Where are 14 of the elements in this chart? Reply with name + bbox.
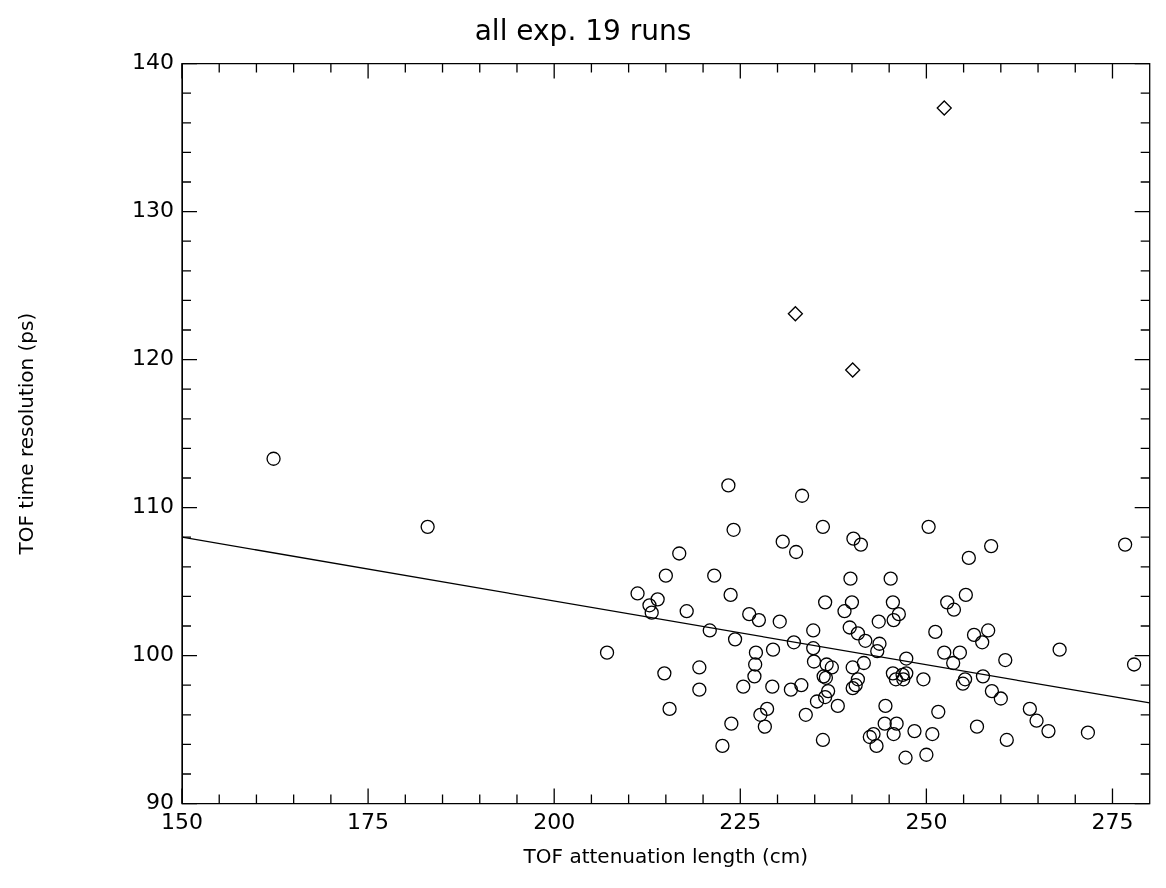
y-tick-label: 110 [132, 493, 174, 519]
y-tick-label: 100 [132, 641, 174, 667]
x-tick-label: 150 [161, 808, 203, 834]
x-tick-label: 225 [719, 808, 762, 834]
y-tick-label: 130 [132, 197, 174, 223]
chart-title: all exp. 19 runs [474, 14, 692, 48]
y-tick-label: 140 [132, 49, 174, 75]
y-tick-label: 120 [132, 345, 174, 371]
x-tick-label: 175 [347, 808, 390, 834]
x-tick-label: 275 [1091, 808, 1134, 834]
y-axis-title: TOF time resolution (ps) [14, 312, 39, 556]
x-tick-label: 250 [905, 808, 948, 834]
x-axis-title: TOF attenuation length (cm) [522, 844, 809, 869]
x-tick-label: 200 [533, 808, 576, 834]
